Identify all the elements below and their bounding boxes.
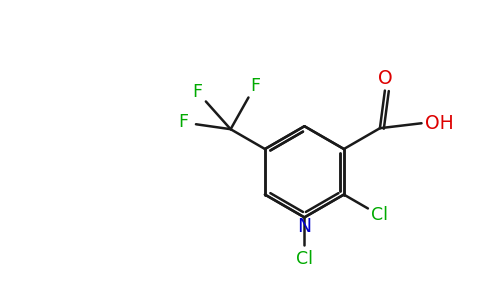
- Text: Cl: Cl: [371, 206, 389, 224]
- Text: Cl: Cl: [296, 250, 313, 268]
- Text: N: N: [297, 217, 312, 236]
- Text: F: F: [250, 77, 260, 95]
- Text: F: F: [192, 83, 202, 101]
- Text: O: O: [378, 69, 392, 88]
- Text: OH: OH: [425, 114, 454, 133]
- Text: F: F: [178, 113, 188, 131]
